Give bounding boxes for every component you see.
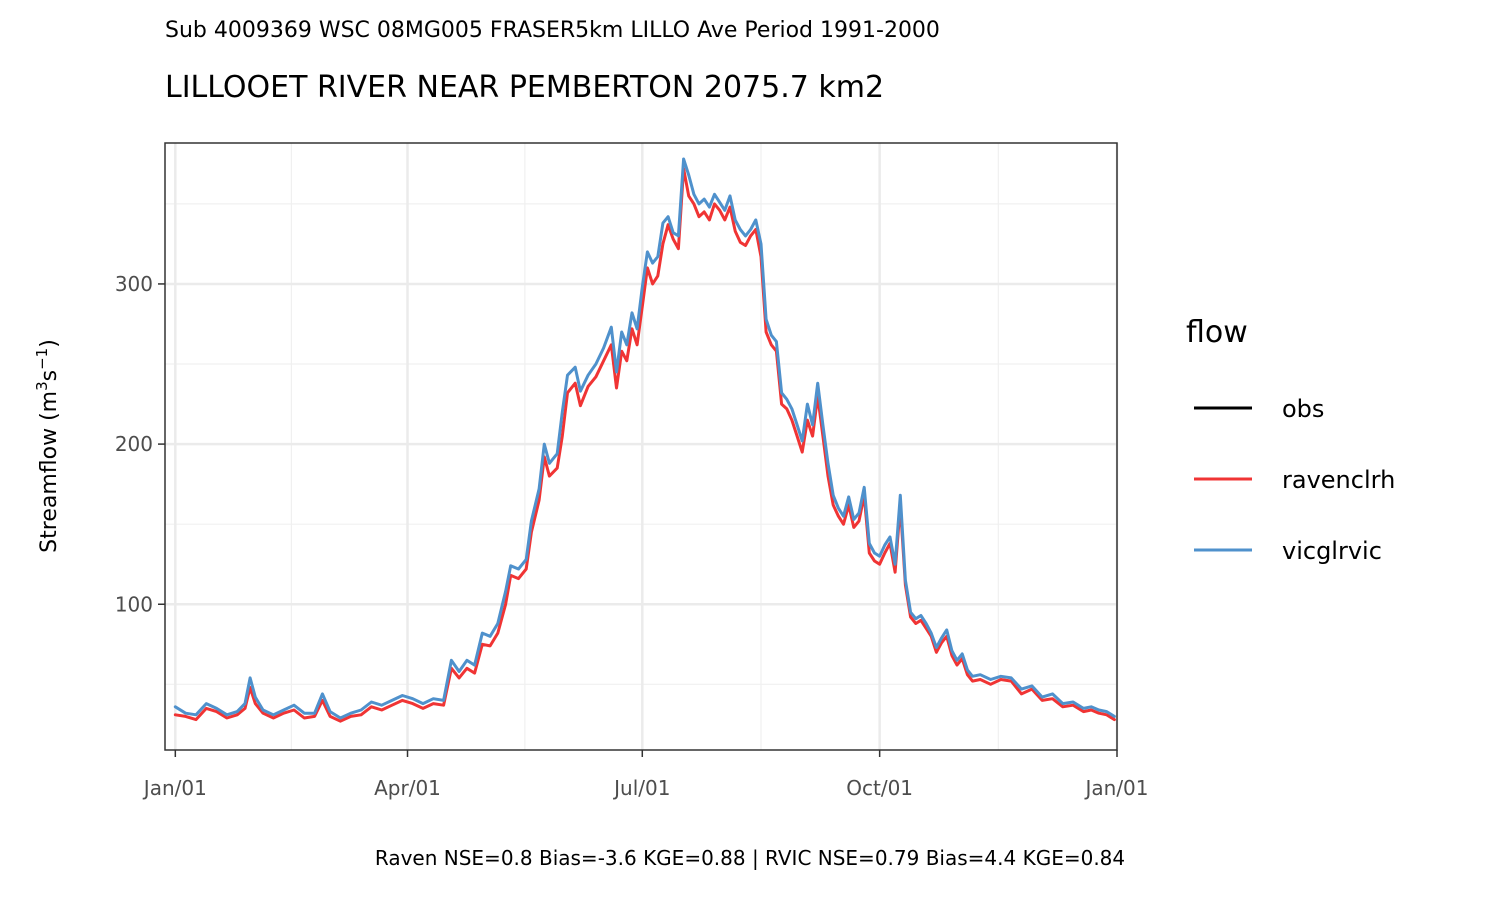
x-tick-label: Jan/01 (1083, 776, 1148, 800)
x-tick-label: Jul/01 (612, 776, 670, 800)
x-axis: Jan/01 Apr/01 Jul/01 Oct/01 Jan/01 (142, 750, 1149, 800)
grid-major (165, 143, 1119, 750)
series-lines (173, 157, 1116, 723)
legend-label-obs: obs (1282, 395, 1324, 423)
legend-label-vicglrvic: vicglrvic (1282, 537, 1382, 565)
y-tick-label: 100 (115, 592, 153, 616)
x-tick-label: Jan/01 (142, 776, 207, 800)
series-line-vicglrvic (173, 157, 1116, 720)
y-axis-title-sup-3: 3 (33, 381, 51, 391)
y-axis: 100 200 300 (115, 272, 165, 616)
y-axis-title-main: Streamflow (m (37, 391, 62, 553)
metrics-caption: Raven NSE=0.8 Bias=-3.6 KGE=0.88 | RVIC … (374, 846, 1126, 870)
x-tick-label: Oct/01 (846, 776, 913, 800)
chart-subtitle: Sub 4009369 WSC 08MG005 FRASER5km LILLO … (165, 18, 940, 43)
y-tick-label: 300 (115, 272, 153, 296)
x-tick-label: Apr/01 (374, 776, 441, 800)
grid-minor (165, 143, 1117, 750)
legend-label-ravenclrh: ravenclrh (1282, 466, 1395, 494)
chart-title: LILLOOET RIVER NEAR PEMBERTON 2075.7 km2 (165, 70, 885, 105)
plot-panel-border (164, 142, 1118, 751)
y-axis-title-sup-minus1: −1 (33, 348, 51, 370)
legend-title: flow (1186, 315, 1248, 350)
y-tick-label: 200 (115, 432, 153, 456)
legend: flow obs ravenclrh vicglrvic (1186, 315, 1395, 565)
y-axis-title: Streamflow (m3s−1) (33, 339, 62, 553)
y-axis-title-mid: s (37, 370, 62, 381)
y-axis-title-end: ) (37, 339, 62, 348)
